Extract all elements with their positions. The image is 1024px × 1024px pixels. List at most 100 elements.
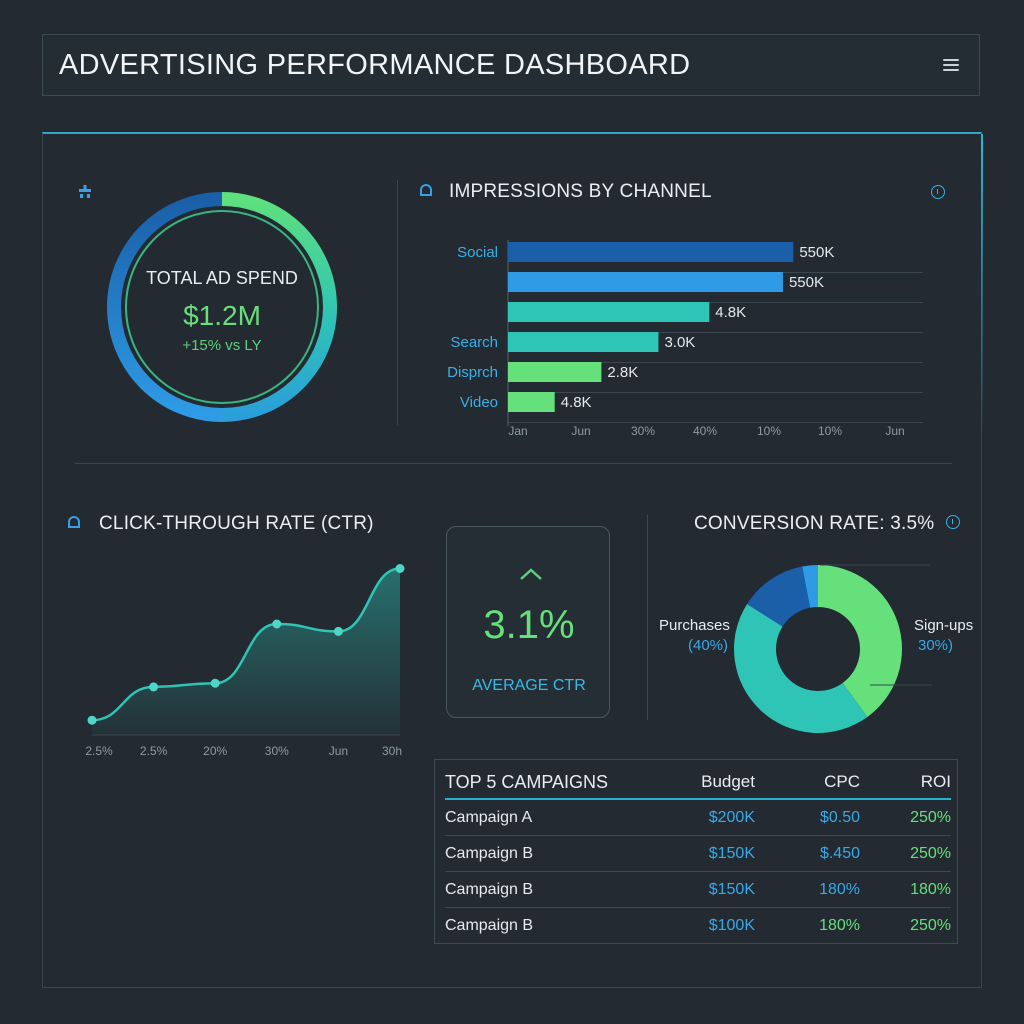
ctr-x-tick-label: 30%: [265, 744, 289, 758]
campaign-cpc: $0.50: [755, 798, 860, 836]
spend-ring-left-arc: [107, 192, 223, 422]
campaign-name: Campaign B: [445, 907, 665, 943]
column-header-roi[interactable]: ROI: [920, 772, 951, 791]
campaigns-title: TOP 5 CAMPAIGNS: [445, 771, 609, 792]
donut-slice: [802, 565, 818, 608]
bar-x-tick-label: Jun: [571, 424, 590, 438]
donut-slice: [734, 603, 868, 733]
table-row[interactable]: Campaign B $150K 180% 180%: [445, 871, 951, 908]
bar-value-label: 550K: [789, 274, 824, 291]
campaign-roi: 250%: [860, 907, 951, 943]
bar-x-tick-label: 30%: [631, 424, 655, 438]
vertical-divider: [397, 180, 398, 425]
ctr-point: [149, 682, 159, 692]
ctr-point: [272, 619, 282, 629]
signups-pct: 30%): [918, 637, 954, 654]
ctr-title: CLICK-THROUGH RATE (CTR): [99, 513, 374, 534]
table-header-row: TOP 5 CAMPAIGNS Budget CPC ROI: [445, 766, 951, 799]
signups-label: Sign-ups: [914, 617, 974, 634]
bar-category-label: Video: [460, 394, 498, 411]
impressions-icon: [418, 183, 434, 204]
ctr-point: [210, 678, 220, 688]
ctr-point: [87, 715, 97, 725]
spend-ring: [107, 192, 337, 422]
info-icon[interactable]: [931, 185, 945, 199]
menu-icon[interactable]: [943, 59, 959, 71]
campaign-cpc: 180%: [755, 871, 860, 908]
bar-value-label: 4.8K: [715, 304, 746, 321]
campaign-budget: $100K: [665, 907, 755, 943]
horizontal-divider: [75, 463, 952, 464]
bar-x-tick-label: 10%: [757, 424, 781, 438]
spend-value: $1.2M: [183, 300, 261, 331]
campaign-name: Campaign B: [445, 871, 665, 908]
campaign-roi: 250%: [860, 835, 951, 872]
info-icon-2[interactable]: [946, 515, 960, 529]
column-header-budget[interactable]: Budget: [701, 772, 755, 791]
chart-icon: [77, 183, 93, 203]
campaign-cpc: $.450: [755, 835, 860, 872]
ctr-x-tick-label: 2.5%: [85, 744, 113, 758]
bar-category-label: Disprch: [447, 364, 498, 381]
conversion-donut-chart: [734, 564, 932, 733]
ctr-x-tick-label: Jun: [329, 744, 348, 758]
campaigns-table: TOP 5 CAMPAIGNS Budget CPC ROI Campaign …: [445, 766, 951, 943]
donut-slice: [818, 565, 902, 717]
campaign-name: Campaign A: [445, 798, 665, 836]
ctr-point: [395, 564, 405, 573]
bar-x-tick-label: Jun: [885, 424, 904, 438]
table-row[interactable]: Campaign A $200K $0.50 250%: [445, 798, 951, 836]
donut-slice: [747, 566, 811, 627]
spend-ring-right-arc: [221, 192, 337, 422]
campaign-cpc: 180%: [755, 907, 860, 943]
bar: [508, 392, 555, 412]
bar: [508, 302, 710, 322]
page-title: ADVERTISING PERFORMANCE DASHBOARD: [59, 49, 691, 81]
average-ctr-value: 3.1%: [483, 603, 575, 647]
bar-x-tick-label: 10%: [818, 424, 842, 438]
impressions-title: IMPRESSIONS BY CHANNEL: [449, 181, 712, 202]
bar-x-tick-label: Jan: [508, 424, 527, 438]
ctr-line-chart: 2.5% 2.5% 20% 30% Jun 30h: [85, 564, 405, 758]
table-row[interactable]: Campaign B $100K 180% 250%: [445, 907, 951, 943]
bar-value-label: 550K: [799, 244, 834, 261]
bar: [508, 242, 794, 262]
campaign-budget: $150K: [665, 835, 755, 872]
bar: [508, 272, 783, 292]
table-row[interactable]: Campaign B $150K $.450 250%: [445, 835, 951, 872]
spend-title: TOTAL AD SPEND: [146, 268, 298, 288]
ctr-icon: [66, 515, 82, 536]
ctr-area: [92, 568, 400, 735]
chevron-up-icon: [520, 568, 542, 580]
panel-glow: [981, 134, 983, 434]
campaign-budget: $200K: [665, 798, 755, 836]
campaign-budget: $150K: [665, 871, 755, 908]
bar-x-tick-label: 40%: [693, 424, 717, 438]
ctr-x-tick-label: 20%: [203, 744, 227, 758]
average-ctr-card: 3.1% AVERAGE CTR: [446, 526, 610, 718]
ctr-x-tick-label: 30h: [382, 744, 402, 758]
vertical-divider-2: [647, 515, 648, 720]
column-header-cpc[interactable]: CPC: [824, 772, 860, 791]
ctr-x-tick-label: 2.5%: [140, 744, 168, 758]
bar-value-label: 2.8K: [607, 364, 638, 381]
bar-value-label: 3.0K: [664, 334, 695, 351]
average-ctr-label: AVERAGE CTR: [472, 677, 586, 694]
dashboard-header: ADVERTISING PERFORMANCE DASHBOARD: [42, 34, 980, 96]
purchases-label: Purchases: [659, 617, 730, 634]
spend-change: +15% vs LY: [182, 337, 262, 354]
bar-value-label: 4.8K: [561, 394, 592, 411]
impressions-bar-chart: 550K Social 550K 4.8K 3.0K Search 2.8K Disprch 4…: [447, 240, 923, 438]
campaign-name: Campaign B: [445, 835, 665, 872]
ctr-point: [333, 626, 343, 636]
bar-category-label: Search: [450, 334, 498, 351]
campaigns-table-box: TOP 5 CAMPAIGNS Budget CPC ROI Campaign …: [434, 759, 958, 944]
campaign-roi: 180%: [860, 871, 951, 908]
conversion-title: CONVERSION RATE: 3.5%: [694, 513, 935, 534]
spend-ring-inner-line: [125, 210, 319, 404]
main-panel: [42, 132, 983, 988]
bar-category-label: Social: [457, 244, 498, 261]
purchases-pct: (40%): [688, 637, 729, 654]
ctr-line: [91, 567, 401, 722]
bar: [508, 362, 602, 382]
